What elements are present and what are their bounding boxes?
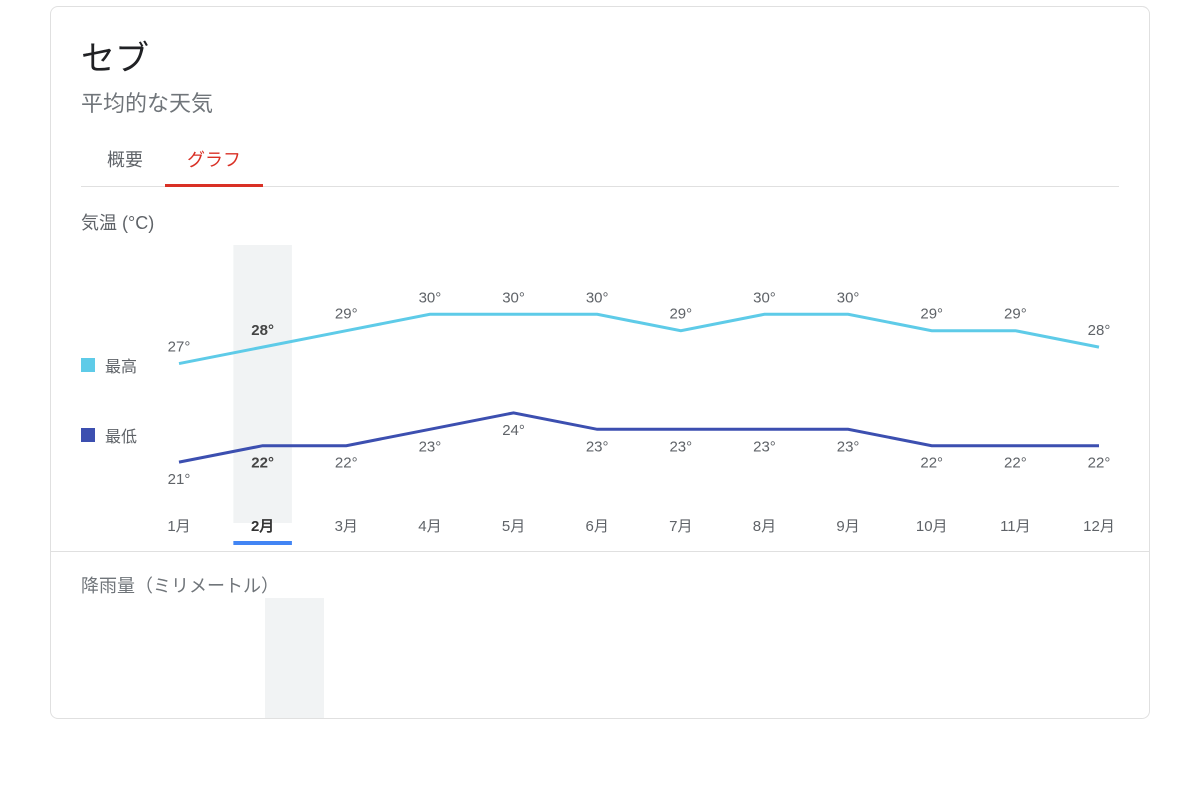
legend: 最高 最低 xyxy=(81,245,159,545)
svg-text:8月: 8月 xyxy=(753,518,776,535)
subtitle: 平均的な天気 xyxy=(81,86,1119,118)
svg-text:22°: 22° xyxy=(1088,455,1111,472)
rainfall-section-label: 降雨量（ミリメートル） xyxy=(51,552,1149,598)
svg-text:29°: 29° xyxy=(920,306,943,323)
svg-text:23°: 23° xyxy=(753,438,776,455)
tab-overview-label: 概要 xyxy=(107,150,143,170)
temperature-chart[interactable]: 27° 28° 29° 30° 30° 30° 29° 30° 30° 29° 29° 28° 21° 2… xyxy=(159,245,1119,545)
tab-overview[interactable]: 概要 xyxy=(85,136,165,187)
svg-text:23°: 23° xyxy=(837,438,860,455)
legend-swatch-low xyxy=(81,428,95,442)
legend-high: 最高 xyxy=(81,353,159,377)
svg-text:28°: 28° xyxy=(1088,322,1111,339)
temperature-section-label: 気温 (°C) xyxy=(51,187,1149,235)
tab-graph-label: グラフ xyxy=(187,150,241,170)
svg-text:29°: 29° xyxy=(669,306,692,323)
svg-text:10月: 10月 xyxy=(916,518,948,535)
tab-graph[interactable]: グラフ xyxy=(165,136,263,187)
svg-text:29°: 29° xyxy=(1004,306,1027,323)
rainfall-highlight-column xyxy=(265,598,324,718)
svg-text:22°: 22° xyxy=(1004,455,1027,472)
svg-text:23°: 23° xyxy=(419,438,442,455)
svg-text:30°: 30° xyxy=(419,289,442,306)
tabs: 概要 グラフ xyxy=(81,136,1119,187)
legend-low-label: 最低 xyxy=(105,423,137,447)
location-title: セブ xyxy=(81,31,1119,80)
svg-text:12月: 12月 xyxy=(1083,518,1115,535)
svg-text:2月: 2月 xyxy=(251,518,274,535)
rainfall-spacer xyxy=(51,598,1149,718)
svg-text:22°: 22° xyxy=(335,455,358,472)
svg-text:27°: 27° xyxy=(168,339,191,356)
svg-text:22°: 22° xyxy=(920,455,943,472)
legend-swatch-high xyxy=(81,358,95,372)
legend-high-label: 最高 xyxy=(105,353,137,377)
svg-text:11月: 11月 xyxy=(1000,518,1031,535)
svg-text:30°: 30° xyxy=(586,289,609,306)
svg-text:21°: 21° xyxy=(168,471,191,488)
svg-text:22°: 22° xyxy=(251,455,274,472)
svg-text:24°: 24° xyxy=(502,422,525,439)
svg-text:5月: 5月 xyxy=(502,518,525,535)
svg-text:29°: 29° xyxy=(335,306,358,323)
svg-text:23°: 23° xyxy=(669,438,692,455)
svg-text:28°: 28° xyxy=(251,322,274,339)
svg-text:4月: 4月 xyxy=(418,518,441,535)
legend-low: 最低 xyxy=(81,423,159,447)
temperature-chart-area: 最高 最低 27°28°29°30°30°30°29°30°30°29°29°2… xyxy=(51,235,1149,545)
svg-text:23°: 23° xyxy=(586,438,609,455)
svg-text:1月: 1月 xyxy=(167,518,190,535)
svg-text:30°: 30° xyxy=(502,289,525,306)
card-header: セブ 平均的な天気 概要 グラフ xyxy=(51,7,1149,187)
weather-card: セブ 平均的な天気 概要 グラフ 気温 (°C) 最高 最低 27° 28° 29°… xyxy=(50,6,1150,719)
svg-text:30°: 30° xyxy=(837,289,860,306)
chart-holder: 27° 28° 29° 30° 30° 30° 29° 30° 30° 29° 29° 28° 21° 2… xyxy=(159,245,1119,545)
svg-text:3月: 3月 xyxy=(335,518,358,535)
svg-text:9月: 9月 xyxy=(836,518,859,535)
svg-text:30°: 30° xyxy=(753,289,776,306)
svg-text:6月: 6月 xyxy=(586,518,609,535)
svg-text:7月: 7月 xyxy=(669,518,692,535)
